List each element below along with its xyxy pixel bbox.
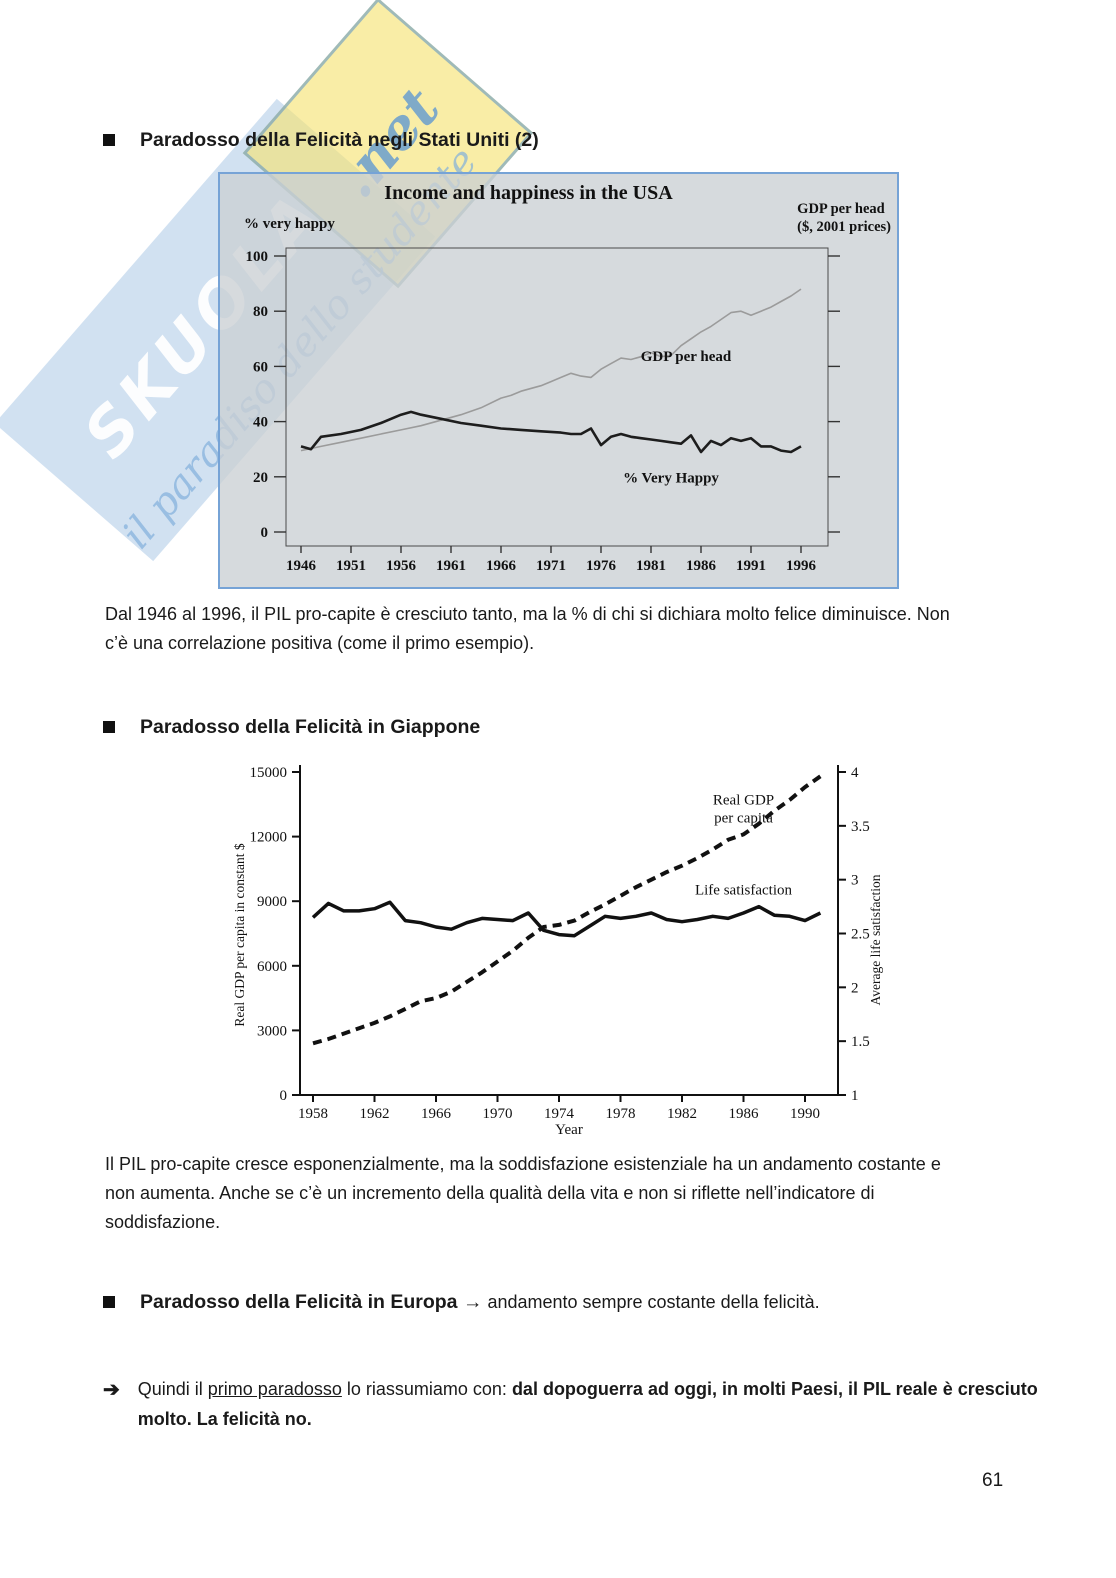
ytick-label: 3000 bbox=[257, 1023, 287, 1039]
ytick-label: 6000 bbox=[257, 959, 287, 975]
xtick-label: 1971 bbox=[536, 558, 566, 574]
xtick-label: 1981 bbox=[636, 558, 666, 574]
series--very-happy bbox=[300, 410, 802, 454]
usa-paragraph: Dal 1946 al 1996, il PIL pro-capite è cr… bbox=[105, 604, 950, 654]
bullet-square-icon bbox=[103, 721, 115, 733]
usa-chart: 0 20 40 60 80 100 1946 1951 1956 1961 1966 1971 1976… bbox=[218, 172, 899, 589]
ytick-label: 2.5 bbox=[851, 927, 870, 943]
ytick-label: 100 bbox=[246, 249, 269, 265]
xtick-label: 1976 bbox=[586, 558, 617, 574]
conclusion-mid: lo riassumiamo con: bbox=[341, 1379, 512, 1399]
annotation: Life satisfaction bbox=[695, 883, 793, 899]
xtick-label: 1962 bbox=[360, 1106, 390, 1122]
xtick-label: 1961 bbox=[436, 558, 466, 574]
annotation: % Very Happy bbox=[623, 470, 719, 486]
xtick-label: 1951 bbox=[336, 558, 366, 574]
europe-heading-rest: andamento sempre costante della felicità… bbox=[482, 1292, 820, 1312]
japan-chart-canvas: 0 3000 6000 9000 12000 15000 1 1.5 2 2.5 3 3.5 4 1958… bbox=[232, 765, 883, 1138]
ytick-label: 1 bbox=[851, 1088, 859, 1104]
arrow-bullet-icon: ➔ bbox=[103, 1379, 120, 1401]
xtick-label: 1966 bbox=[486, 558, 517, 574]
xtick-label: 1990 bbox=[790, 1106, 820, 1122]
ytick-label: 40 bbox=[253, 415, 268, 431]
left-axis-label: Real GDP per capita in constant $ bbox=[232, 843, 247, 1026]
ytick-label: 0 bbox=[261, 525, 269, 541]
xtick-label: 1982 bbox=[667, 1106, 697, 1122]
ytick-label: 4 bbox=[851, 765, 859, 781]
xtick-label: 1986 bbox=[686, 558, 717, 574]
xtick-label: 1986 bbox=[729, 1106, 760, 1122]
xtick-label: 1974 bbox=[544, 1106, 575, 1122]
series-life-satisfaction bbox=[311, 900, 822, 938]
ytick-label: 80 bbox=[253, 304, 268, 320]
series-gdp-per-head bbox=[300, 288, 802, 452]
conclusion-row: ➔ Quindi il primo paradosso lo riassumia… bbox=[103, 1375, 1043, 1435]
xtick-label: 1958 bbox=[298, 1106, 328, 1122]
usa-chart-yaxis-label: % very happy bbox=[244, 216, 335, 232]
conclusion-text: Quindi il primo paradosso lo riassumiamo… bbox=[138, 1375, 1043, 1435]
japan-section-heading: Paradosso della Felicità in Giappone bbox=[103, 716, 1043, 739]
usa-heading-text: Paradosso della Felicità negli Stati Uni… bbox=[140, 129, 539, 151]
ytick-label: 12000 bbox=[250, 830, 288, 846]
xtick-label: 1970 bbox=[483, 1106, 513, 1122]
series-real-gdp-per-capita bbox=[312, 774, 822, 1046]
xaxis-label: Year bbox=[555, 1122, 583, 1138]
xtick-label: 1996 bbox=[786, 558, 817, 574]
xtick-label: 1991 bbox=[736, 558, 766, 574]
xtick-label: 1946 bbox=[286, 558, 317, 574]
usa-section-heading: Paradosso della Felicità negli Stati Uni… bbox=[103, 129, 1043, 152]
ytick-label: 1.5 bbox=[851, 1034, 870, 1050]
ytick-label: 60 bbox=[253, 359, 268, 375]
usa-chart-title: Income and happiness in the USA bbox=[384, 182, 673, 204]
right-axis-label: Average life satisfaction bbox=[868, 874, 883, 1005]
europe-heading-text: Paradosso della Felicità in Europa bbox=[140, 1291, 458, 1313]
page-number: 61 bbox=[982, 1470, 1004, 1491]
bullet-square-icon bbox=[103, 134, 115, 146]
right-arrow-icon: → bbox=[462, 1291, 483, 1313]
ytick-label: 3.5 bbox=[851, 819, 870, 835]
japan-chart: 0 3000 6000 9000 12000 15000 1 1.5 2 2.5 3 3.5 4 1958… bbox=[230, 753, 900, 1138]
ytick-label: 15000 bbox=[250, 765, 288, 781]
conclusion-bold: dal dopoguerra ad oggi, in molti Paesi, … bbox=[137, 1379, 1038, 1429]
xtick-label: 1978 bbox=[606, 1106, 636, 1122]
conclusion-underlined: primo paradosso bbox=[207, 1379, 342, 1399]
ytick-label: 9000 bbox=[257, 894, 287, 910]
annotation: GDP per head bbox=[641, 349, 732, 365]
bullet-square-icon bbox=[103, 1296, 115, 1308]
japan-heading-text: Paradosso della Felicità in Giappone bbox=[140, 716, 481, 738]
ytick-label: 0 bbox=[280, 1088, 288, 1104]
usa-chart-right-label: GDP per head ($, 2001 prices) bbox=[797, 201, 891, 236]
europe-section-heading: Paradosso della Felicità in Europa → and… bbox=[103, 1291, 1063, 1314]
japan-paragraph: Il PIL pro-capite cresce esponenzialment… bbox=[105, 1154, 941, 1233]
xtick-label: 1966 bbox=[421, 1106, 452, 1122]
ytick-label: 20 bbox=[253, 470, 268, 486]
conclusion-lead: Quindi il bbox=[137, 1379, 208, 1399]
annotation: Real GDP per capita bbox=[713, 792, 774, 826]
ytick-label: 3 bbox=[851, 873, 859, 889]
xtick-label: 1956 bbox=[386, 558, 417, 574]
usa-plot-box bbox=[285, 247, 829, 547]
usa-chart-canvas: 0 20 40 60 80 100 1946 1951 1956 1961 1966 1971 1976… bbox=[246, 247, 840, 574]
ytick-label: 2 bbox=[851, 980, 859, 996]
